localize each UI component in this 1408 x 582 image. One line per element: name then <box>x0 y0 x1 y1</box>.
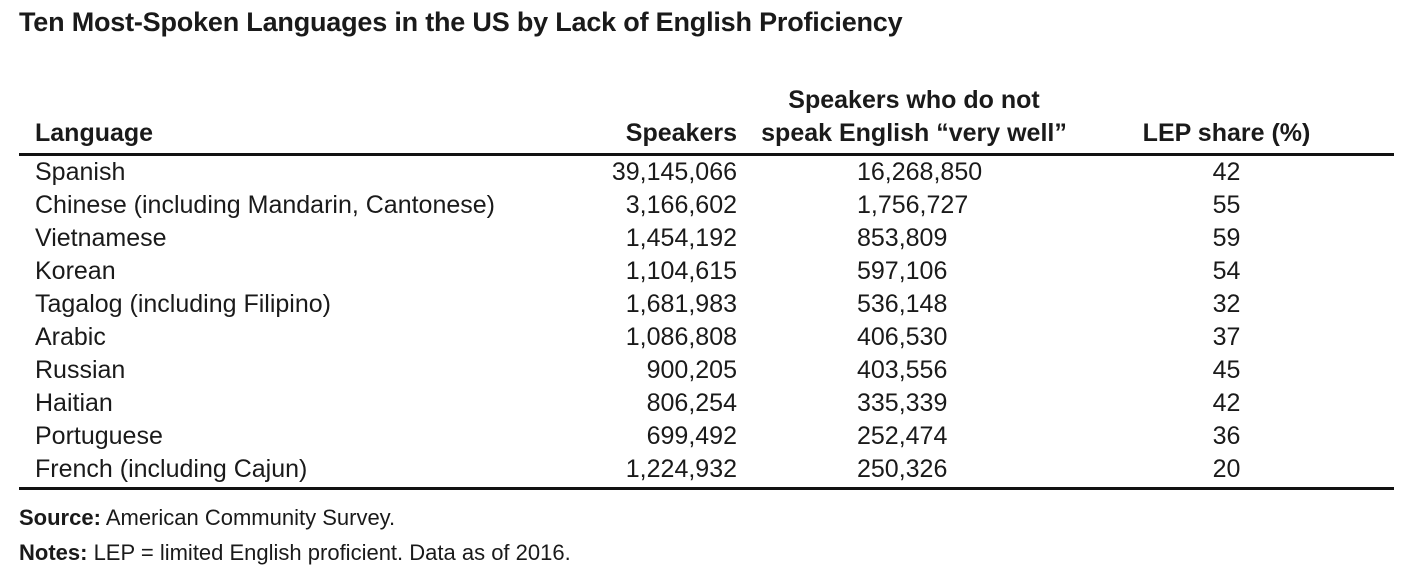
cell-not-very-well: 406,530 <box>857 323 948 351</box>
cell-speakers: 1,681,983 <box>625 290 737 318</box>
cell-language: Spanish <box>35 158 126 186</box>
chart-title: Ten Most-Spoken Languages in the US by L… <box>19 7 903 37</box>
source-note: Source: American Community Survey. <box>19 505 395 531</box>
source-label: Source: <box>19 505 101 530</box>
cell-language: French (including Cajun) <box>19 453 579 490</box>
cell-speakers: 1,224,932 <box>579 453 739 490</box>
cell-lep-share: 42 <box>1212 158 1241 186</box>
table-row: Tagalog (including Filipino) 1,681,983 536… <box>19 288 1394 321</box>
cell-lep-share: 36 <box>1212 422 1241 450</box>
cell-not-very-well: 597,106 <box>857 257 948 285</box>
table-row: Spanish 39,145,066 16,268,850 42 <box>19 155 1394 190</box>
cell-speakers: 3,166,602 <box>625 191 737 219</box>
table-row: Chinese (including Mandarin, Cantonese) 3… <box>19 189 1394 222</box>
table-row: Haitian 806,254 335,339 42 <box>19 387 1394 420</box>
cell-not-very-well: 403,556 <box>857 356 948 384</box>
table-row: Vietnamese 1,454,192 853,809 59 <box>19 222 1394 255</box>
table-body: Spanish 39,145,066 16,268,850 42 Chinese (in… <box>19 155 1394 490</box>
notes-text: LEP = limited English proficient. Data a… <box>87 540 571 565</box>
cell-lep-share: 55 <box>1212 191 1241 219</box>
column-header-not-very-well: Speakers who do not speak English “very … <box>739 84 1089 156</box>
cell-lep-share: 37 <box>1212 323 1241 351</box>
table-header: Language Speakers Speakers who do not sp… <box>19 84 1394 156</box>
cell-language: Portuguese <box>35 422 163 450</box>
cell-not-very-well: 1,756,727 <box>857 191 969 219</box>
notes-label: Notes: <box>19 540 88 565</box>
table-row: French (including Cajun) 1,224,932 250,326… <box>19 453 1394 490</box>
column-header-lep-share: LEP share (%) <box>1089 84 1394 156</box>
cell-not-very-well: 252,474 <box>857 422 948 450</box>
column-header-not-very-well-line2: speak English “very well” <box>761 119 1067 147</box>
column-header-not-very-well-line1: Speakers who do not <box>788 86 1040 114</box>
cell-not-very-well: 536,148 <box>857 290 948 318</box>
cell-language: Vietnamese <box>35 224 167 252</box>
cell-language: Haitian <box>35 389 113 417</box>
table-row: Korean 1,104,615 597,106 54 <box>19 255 1394 288</box>
data-table-container: Language Speakers Speakers who do not sp… <box>19 84 1394 490</box>
data-table: Language Speakers Speakers who do not sp… <box>19 84 1394 490</box>
column-header-language: Language <box>19 84 579 156</box>
table-row: Russian 900,205 403,556 45 <box>19 354 1394 387</box>
cell-speakers: 39,145,066 <box>611 158 737 186</box>
table-row: Arabic 1,086,808 406,530 37 <box>19 321 1394 354</box>
cell-not-very-well: 250,326 <box>739 453 1089 490</box>
header-row: Language Speakers Speakers who do not sp… <box>19 84 1394 156</box>
source-text: American Community Survey. <box>100 505 396 530</box>
table-row: Portuguese 699,492 252,474 36 <box>19 420 1394 453</box>
cell-language: Arabic <box>35 323 106 351</box>
cell-speakers: 900,205 <box>646 356 737 384</box>
cell-lep-share: 45 <box>1212 356 1241 384</box>
cell-not-very-well: 16,268,850 <box>857 158 983 186</box>
cell-speakers: 699,492 <box>646 422 737 450</box>
cell-language: Tagalog (including Filipino) <box>35 290 331 318</box>
cell-lep-share: 20 <box>1089 453 1394 490</box>
cell-lep-share: 59 <box>1212 224 1241 252</box>
cell-language: Russian <box>35 356 126 384</box>
cell-lep-share: 54 <box>1212 257 1241 285</box>
cell-not-very-well: 335,339 <box>857 389 948 417</box>
cell-not-very-well: 853,809 <box>857 224 948 252</box>
column-header-speakers: Speakers <box>579 84 739 156</box>
cell-language: Chinese (including Mandarin, Cantonese) <box>35 191 495 219</box>
cell-speakers: 1,086,808 <box>625 323 737 351</box>
cell-speakers: 806,254 <box>646 389 737 417</box>
cell-speakers: 1,454,192 <box>625 224 737 252</box>
cell-language: Korean <box>35 257 116 285</box>
notes-note: Notes: LEP = limited English proficient.… <box>19 540 571 566</box>
cell-lep-share: 32 <box>1212 290 1241 318</box>
cell-speakers: 1,104,615 <box>625 257 737 285</box>
cell-lep-share: 42 <box>1212 389 1241 417</box>
